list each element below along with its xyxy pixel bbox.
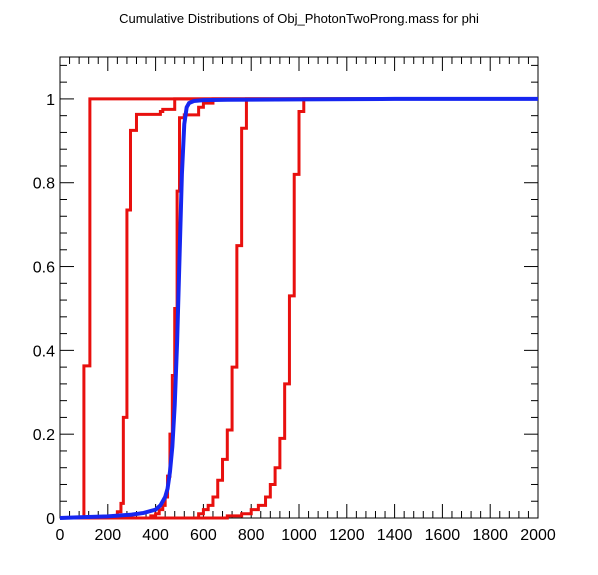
y-tick-label: 0.6 bbox=[33, 260, 55, 277]
y-tick-label: 0.4 bbox=[33, 343, 55, 360]
series-line-red-4 bbox=[60, 97, 538, 520]
y-tick-label: 1 bbox=[46, 92, 55, 109]
x-tick-label: 1600 bbox=[425, 527, 461, 544]
series-line-red-1 bbox=[60, 97, 538, 520]
y-tick-labels: 0 0.2 0.4 0.6 0.8 1 bbox=[33, 92, 55, 528]
y-tick-label: 0.2 bbox=[33, 427, 55, 444]
y-tick-label: 0.8 bbox=[33, 176, 55, 193]
y-tick-label: 0 bbox=[46, 511, 55, 528]
x-tick-label: 1200 bbox=[329, 527, 365, 544]
x-tick-labels: 0 200 400 600 800 1000 1200 1400 1600 1800 2000 bbox=[56, 527, 556, 544]
series-line-blue-5 bbox=[59, 96, 538, 520]
x-tick-label: 200 bbox=[94, 527, 121, 544]
x-tick-label: 0 bbox=[56, 527, 65, 544]
x-tick-label: 800 bbox=[238, 527, 265, 544]
x-tick-label: 1000 bbox=[281, 527, 317, 544]
x-tick-label: 600 bbox=[190, 527, 217, 544]
series-line-red-2 bbox=[60, 97, 538, 520]
x-tick-label: 1800 bbox=[472, 527, 508, 544]
series-line-red-3 bbox=[60, 97, 538, 520]
series-group bbox=[59, 96, 538, 520]
axis-ticks bbox=[59, 57, 539, 519]
chart-title: Cumulative Distributions of Obj_PhotonTw… bbox=[119, 11, 479, 26]
x-tick-label: 1400 bbox=[377, 527, 413, 544]
x-tick-label: 2000 bbox=[520, 527, 556, 544]
x-tick-label: 400 bbox=[142, 527, 169, 544]
